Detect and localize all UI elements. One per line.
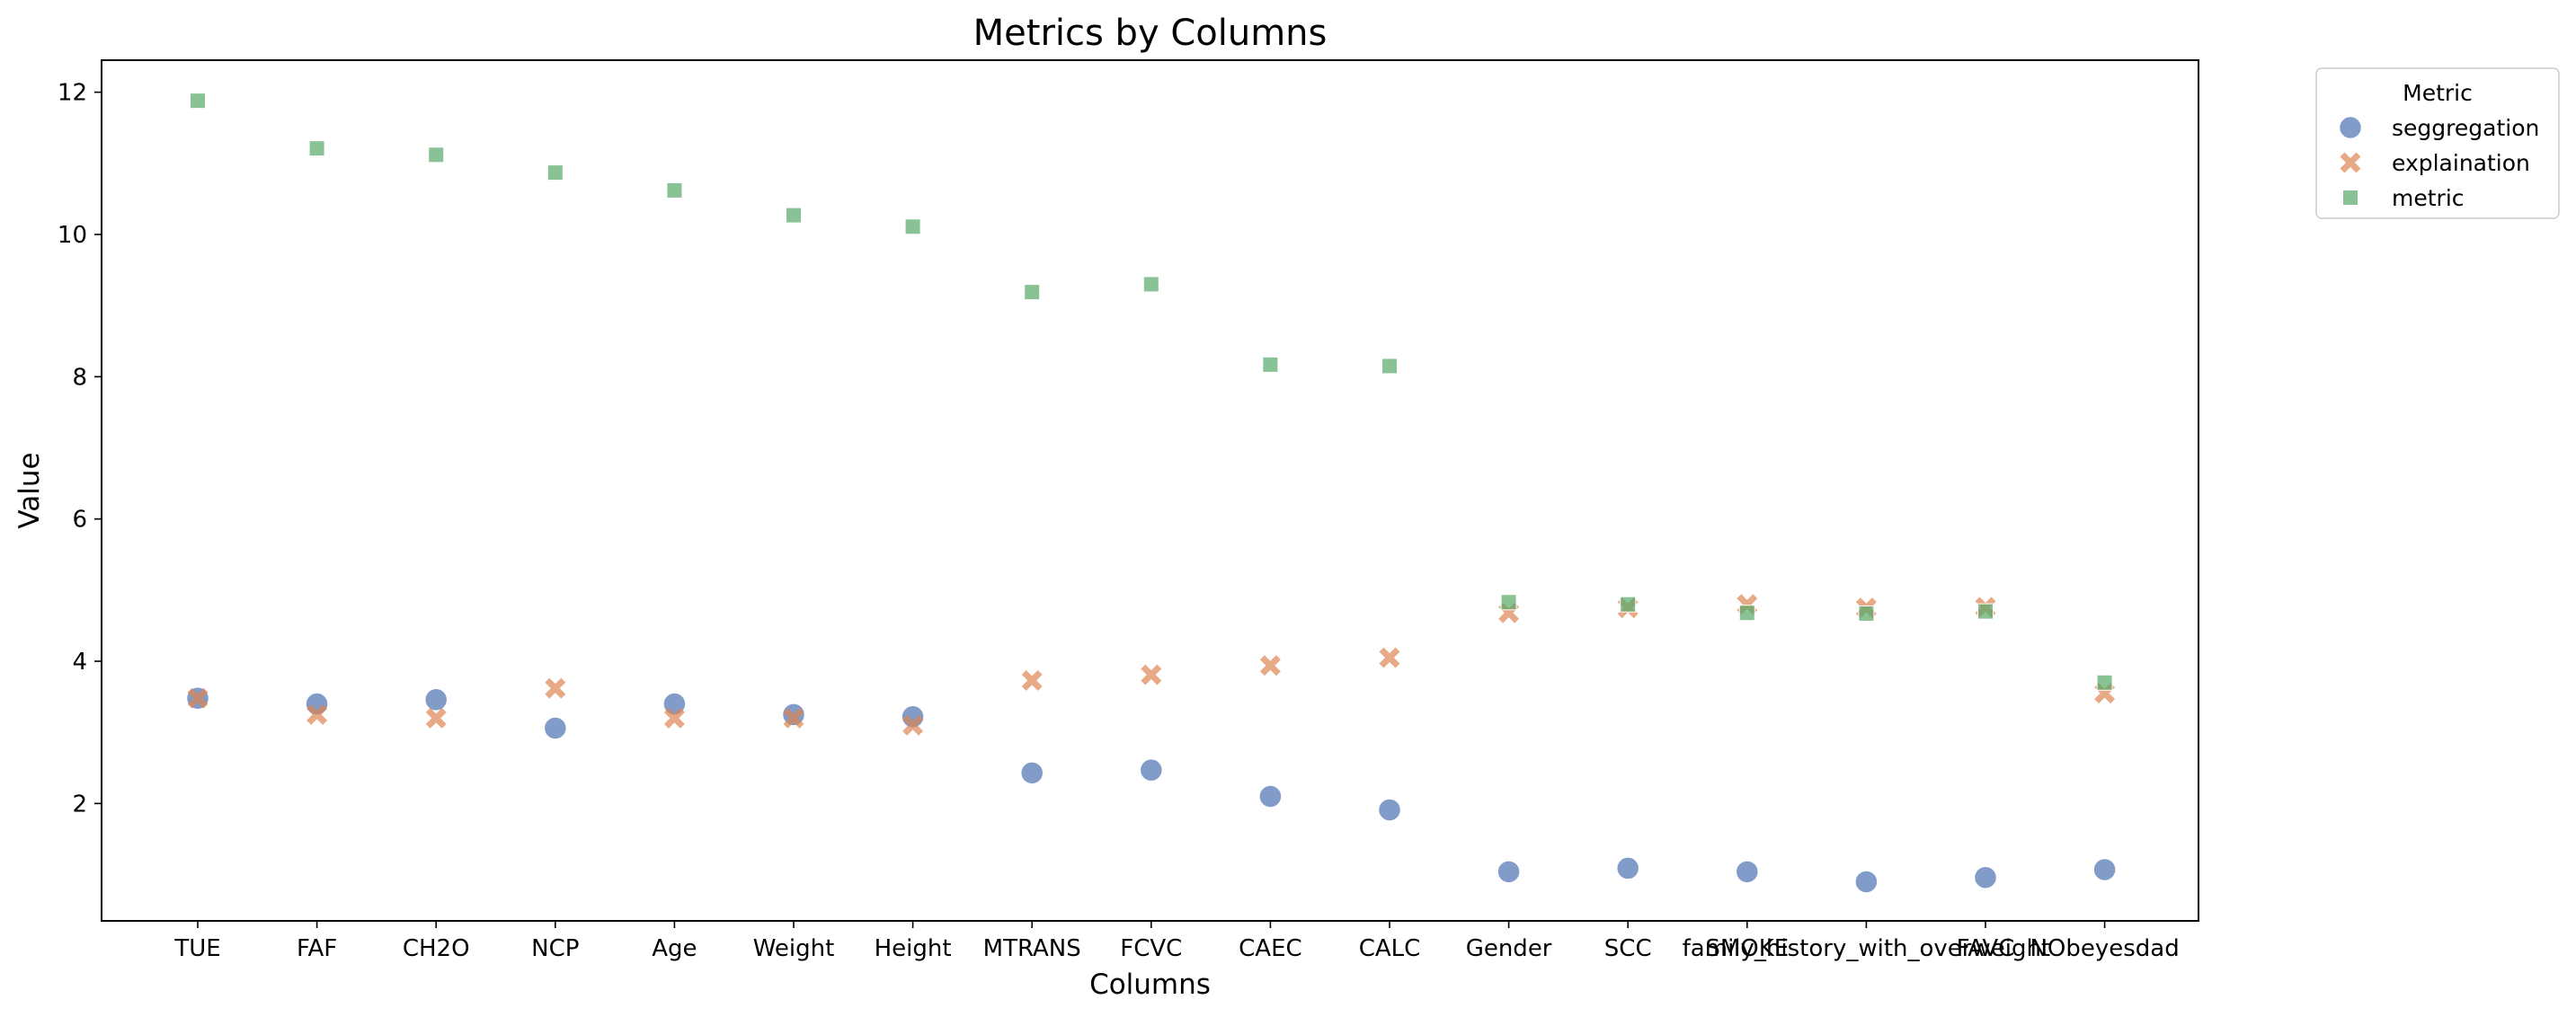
point-seggregation [423,687,449,712]
legend-label: explaination [2392,150,2530,176]
point-metric [1381,358,1398,375]
x-tick-label: CAEC [1239,935,1302,962]
point-metric [428,146,445,164]
point-explaination [1021,669,1043,691]
y-tick-label: 4 [72,649,87,676]
y-axis-ticks: 2 4 6 8 10 12 [58,80,102,818]
x-tick-label: SCC [1604,935,1652,962]
point-explaination [306,703,328,725]
point-metric [904,218,921,235]
point-metric [1262,356,1279,373]
point-metric [1024,284,1041,301]
point-explaination [187,687,209,709]
point-metric [1858,605,1875,622]
y-tick-label: 10 [58,222,87,249]
x-tick-label: SMOKE [1705,935,1789,962]
x-tick-label: Gender [1466,935,1552,962]
data-points [185,93,2117,894]
point-seggregation [1973,865,1998,889]
x-axis-ticks: TUE FAF CH2O NCP Age Weight Height MTRANS FCVC CA… [173,921,2180,962]
legend-marker-seggregation [2338,115,2363,140]
chart-title: Metrics by Columns [973,13,1328,54]
point-seggregation [1497,860,1521,884]
legend-marker-explaination [2340,152,2361,173]
point-explaination [545,677,566,699]
x-tick-label: Height [875,935,952,962]
x-tick-label: Age [652,935,697,962]
x-tick-label: FAVC [1957,935,2015,962]
point-explaination [425,707,447,729]
plot-area-frame [101,59,2199,922]
point-seggregation [1377,798,1402,822]
y-tick-label: 12 [58,80,87,107]
point-explaination [1379,647,1400,668]
point-explaination [902,714,924,736]
x-tick-label: Weight [753,935,835,962]
y-tick-label: 2 [72,791,87,818]
point-metric [2096,674,2113,691]
x-tick-label: FCVC [1120,935,1182,962]
point-seggregation [1854,870,1879,894]
x-tick-label: CH2O [403,935,470,962]
point-metric [1620,596,1637,613]
point-seggregation [1139,757,1164,783]
x-tick-label: NObeyesdad [2030,935,2179,962]
point-explaination [783,707,804,729]
x-tick-label: TUE [173,935,220,962]
legend-label: metric [2392,185,2465,211]
legend-marker-metric [2342,190,2358,206]
point-metric [1738,605,1755,622]
point-explaination [663,707,685,729]
point-metric [190,93,206,110]
point-metric [546,164,564,181]
point-metric [1977,603,1994,620]
point-metric [308,140,325,157]
x-tick-label: CALC [1359,935,1421,962]
point-metric [786,207,802,224]
x-tick-label: MTRANS [983,935,1081,962]
point-seggregation [543,716,568,740]
point-metric [666,181,683,199]
x-axis-label: Columns [1089,968,1211,1001]
y-tick-label: 8 [72,364,87,391]
x-tick-label: FAF [297,935,337,962]
point-metric [1500,594,1517,611]
point-metric [1142,276,1159,293]
y-axis-label: Value [13,452,46,528]
x-tick-label: family_history_with_overweight [1683,935,2050,962]
point-seggregation [1735,860,1760,884]
point-seggregation [2092,857,2117,882]
point-seggregation [1615,856,1640,880]
legend-title: Metric [2403,80,2473,106]
legend-label: seggregation [2392,115,2539,141]
point-explaination [1259,655,1281,677]
point-seggregation [1019,761,1044,785]
x-tick-label: NCP [531,935,579,962]
point-explaination [1141,664,1162,685]
legend: Metric seggregation explaination metric [2315,67,2560,219]
legend-box [2315,67,2560,219]
point-seggregation [1258,784,1283,809]
y-tick-label: 6 [72,507,87,534]
